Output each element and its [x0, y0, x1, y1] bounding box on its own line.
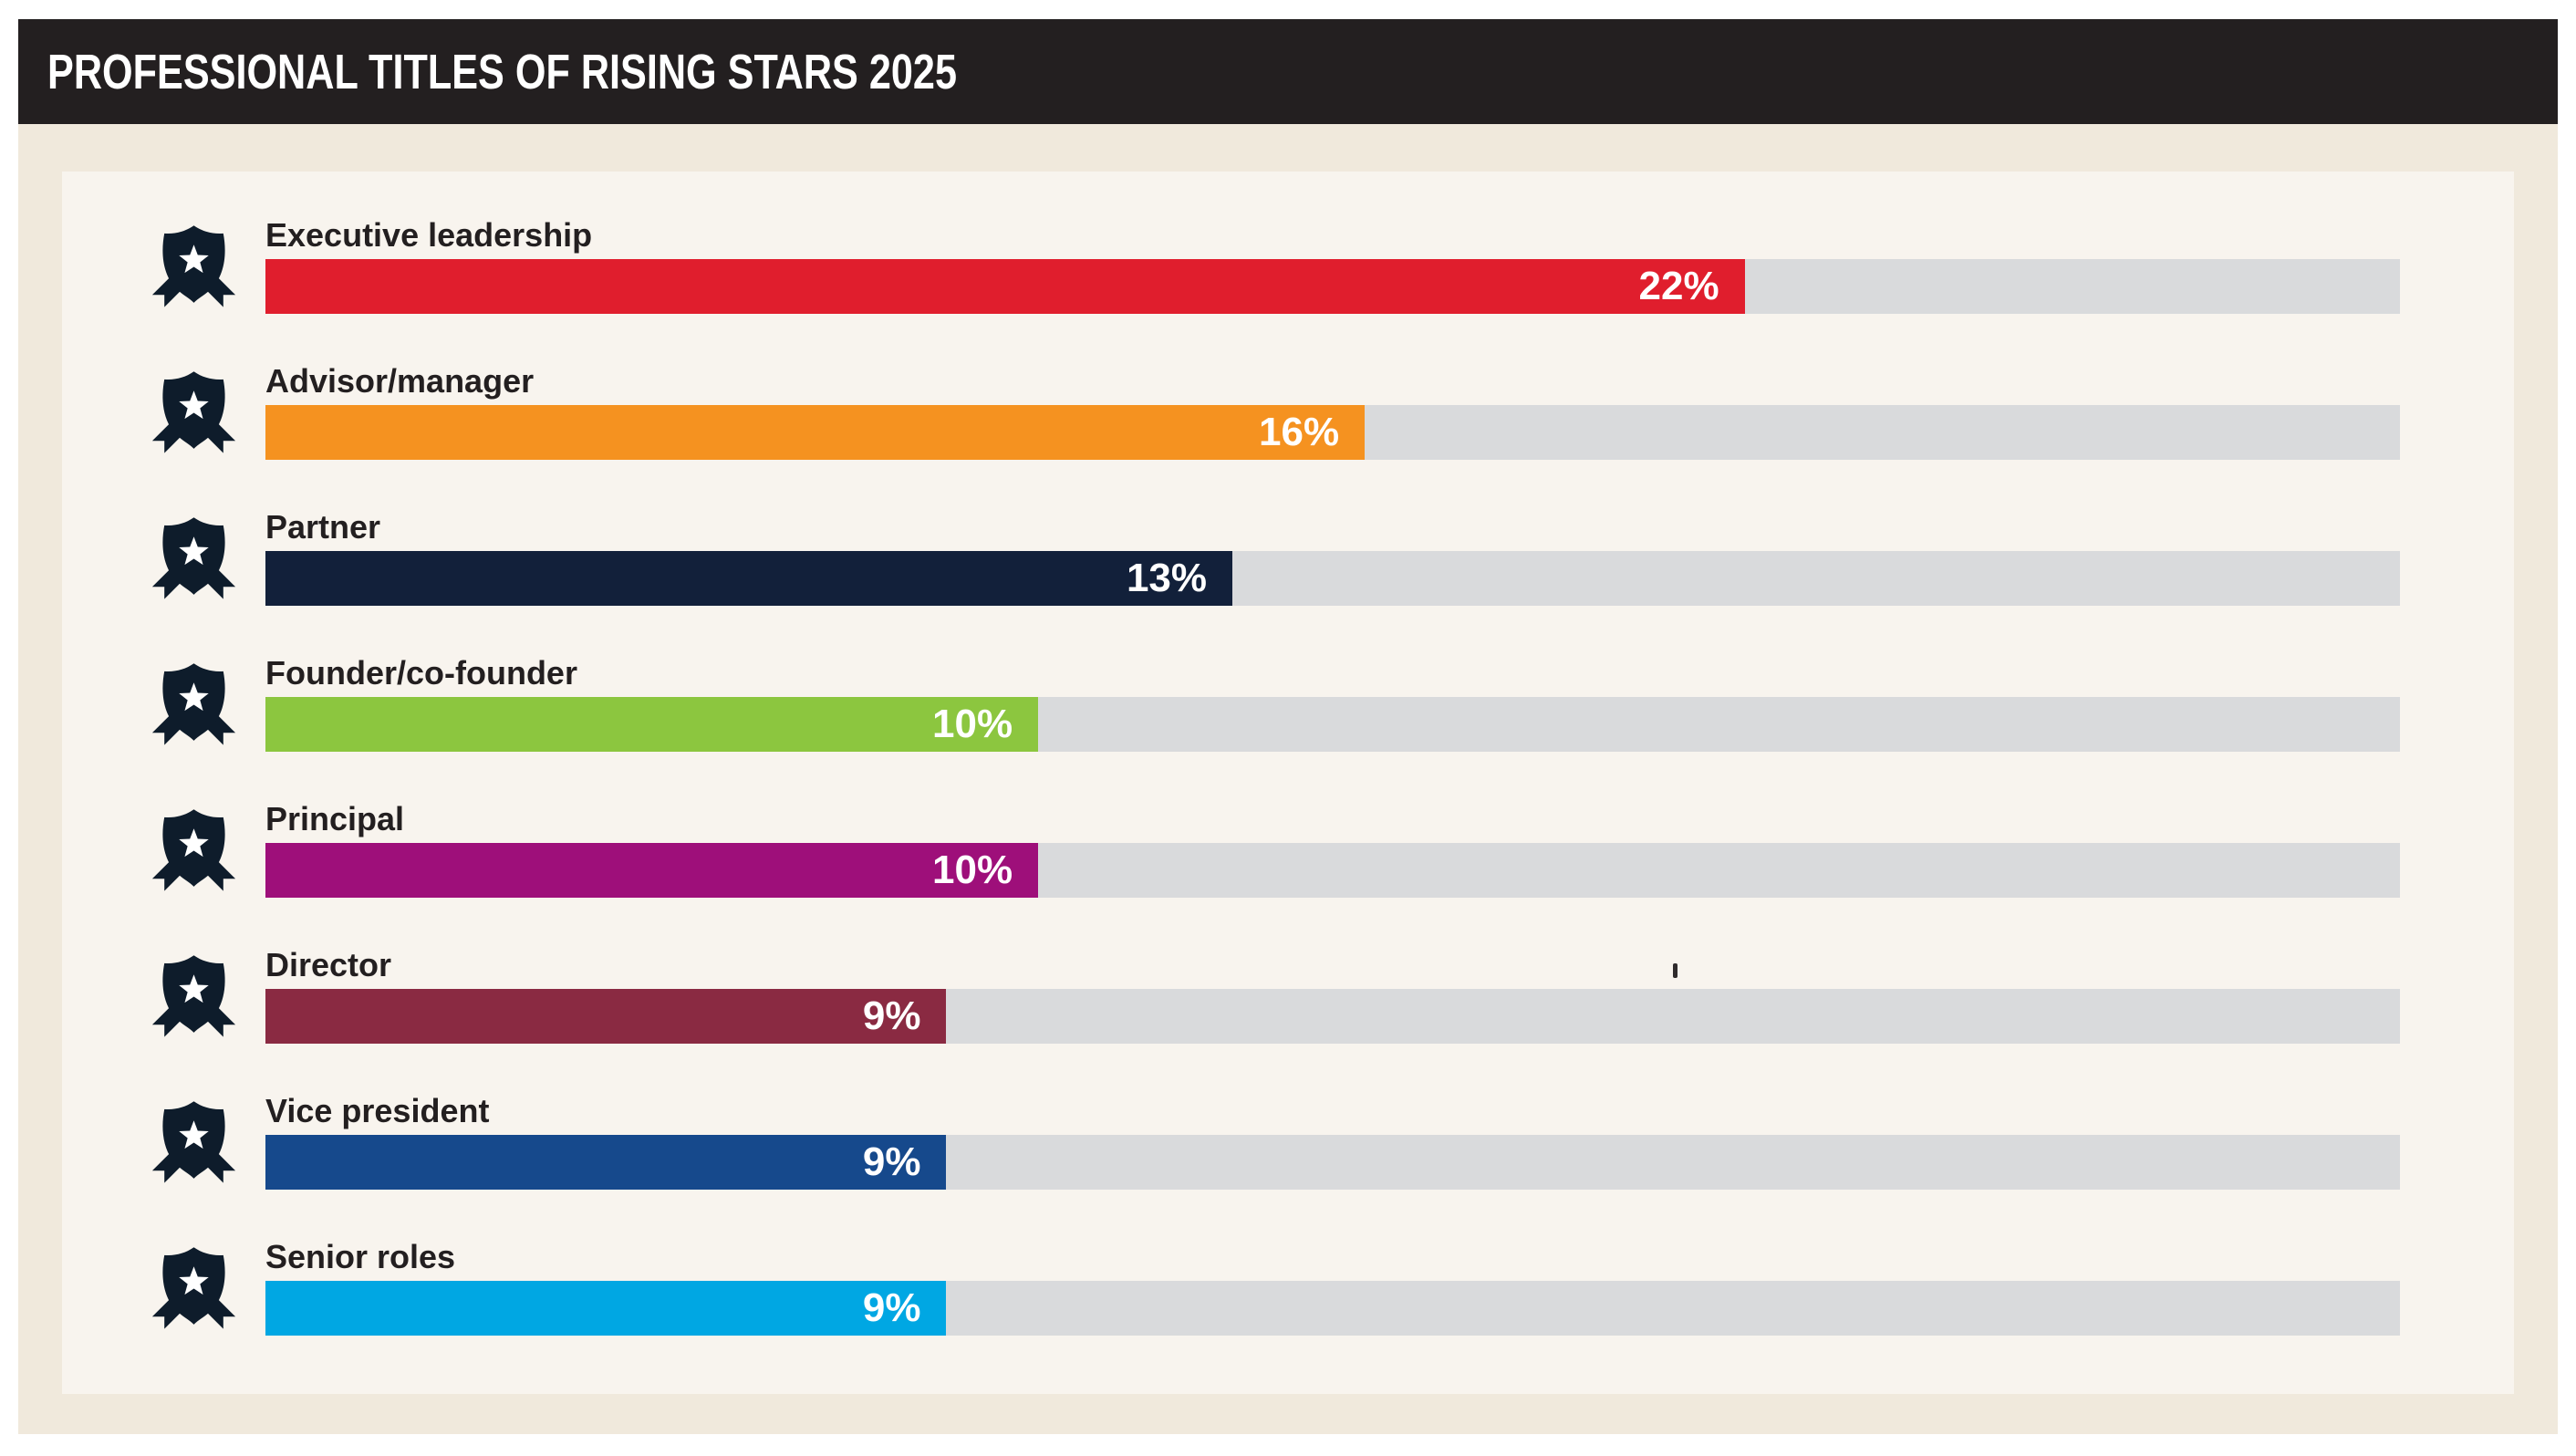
bar: 22%: [265, 259, 1745, 314]
category-label: Director: [265, 946, 392, 983]
row-content: Partner 13%: [265, 509, 2514, 606]
award-badge-icon: [151, 371, 236, 453]
row-content: Advisor/manager 16%: [265, 363, 2514, 460]
bar-track: 22%: [265, 259, 2400, 314]
bar-track: 9%: [265, 1135, 2400, 1190]
bar-value-label: 9%: [862, 1285, 921, 1330]
row-content: Founder/co-founder 10%: [265, 655, 2514, 752]
row-content: Executive leadership 22%: [265, 217, 2514, 314]
category-label: Founder/co-founder: [265, 654, 577, 692]
bar-value-label: 13%: [1126, 556, 1208, 600]
bar-rows-container: Executive leadership 22% Advisor/manager…: [151, 217, 2514, 1336]
bar: 10%: [265, 697, 1039, 752]
bar: 13%: [265, 551, 1233, 606]
chart-row: Executive leadership 22%: [151, 217, 2514, 314]
bar-value-label: 10%: [932, 848, 1013, 892]
chart-panel: Executive leadership 22% Advisor/manager…: [62, 172, 2514, 1394]
bar-value-label: 22%: [1638, 264, 1719, 308]
bar-value-label: 10%: [932, 702, 1013, 746]
award-badge-icon: [151, 663, 236, 745]
bar: 9%: [265, 1281, 947, 1336]
bar-track: 16%: [265, 405, 2400, 460]
row-content: Principal 10%: [265, 801, 2514, 898]
row-content: Vice president 9%: [265, 1093, 2514, 1190]
bar-track: 10%: [265, 697, 2400, 752]
row-content: Director 9%: [265, 947, 2514, 1044]
category-label: Senior roles: [265, 1238, 456, 1275]
row-content: Senior roles 9%: [265, 1239, 2514, 1336]
stray-tick-mark: [1673, 963, 1678, 978]
bar-value-label: 9%: [862, 1139, 921, 1184]
bar-value-label: 9%: [862, 993, 921, 1038]
chart-row: Advisor/manager 16%: [151, 363, 2514, 460]
page-title: PROFESSIONAL TITLES OF RISING STARS 2025: [47, 44, 957, 99]
chart-background: Executive leadership 22% Advisor/manager…: [18, 124, 2558, 1434]
category-label: Vice president: [265, 1092, 490, 1129]
bar: 9%: [265, 989, 947, 1044]
bar: 9%: [265, 1135, 947, 1190]
award-badge-icon: [151, 517, 236, 599]
category-label: Principal: [265, 800, 405, 837]
bar-track: 9%: [265, 989, 2400, 1044]
bar-track: 9%: [265, 1281, 2400, 1336]
category-label: Executive leadership: [265, 216, 593, 254]
award-badge-icon: [151, 809, 236, 891]
award-badge-icon: [151, 1247, 236, 1329]
chart-row: Principal 10%: [151, 801, 2514, 898]
chart-row: Founder/co-founder 10%: [151, 655, 2514, 752]
category-label: Advisor/manager: [265, 362, 535, 400]
award-badge-icon: [151, 955, 236, 1037]
title-bar: PROFESSIONAL TITLES OF RISING STARS 2025: [18, 19, 2558, 124]
award-badge-icon: [151, 1101, 236, 1183]
bar-track: 10%: [265, 843, 2400, 898]
infographic-frame: PROFESSIONAL TITLES OF RISING STARS 2025…: [18, 19, 2558, 1434]
category-label: Partner: [265, 508, 381, 546]
bar-track: 13%: [265, 551, 2400, 606]
chart-row: Vice president 9%: [151, 1093, 2514, 1190]
bar: 10%: [265, 843, 1039, 898]
chart-row: Senior roles 9%: [151, 1239, 2514, 1336]
bar: 16%: [265, 405, 1366, 460]
bar-value-label: 16%: [1259, 410, 1340, 454]
chart-row: Director 9%: [151, 947, 2514, 1044]
award-badge-icon: [151, 225, 236, 307]
chart-row: Partner 13%: [151, 509, 2514, 606]
